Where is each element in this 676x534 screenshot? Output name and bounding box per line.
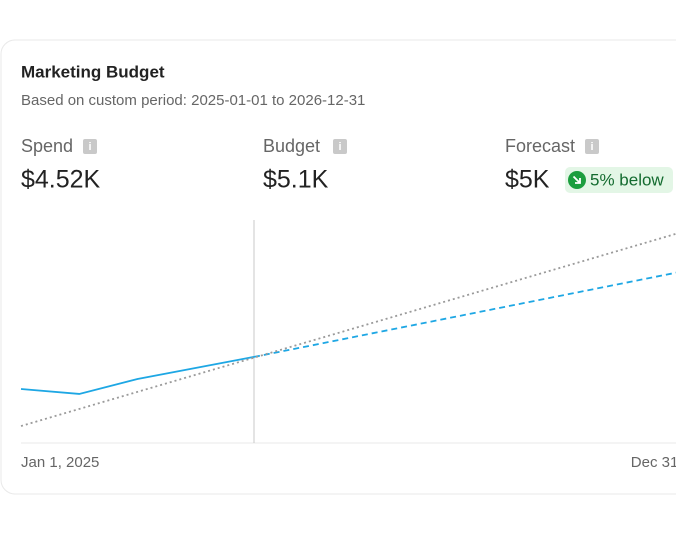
metric-label: Forecast [505, 136, 575, 156]
card-content: Marketing Budget Based on custom period:… [20, 62, 676, 471]
svg-text:i: i [338, 141, 341, 153]
line-series [253, 263, 676, 358]
card [0, 39, 676, 495]
metric-value: $5K [505, 166, 550, 194]
x-tick-label: Jan 1, 2025 [21, 454, 99, 471]
line-series [20, 220, 676, 427]
svg-text:i: i [88, 141, 91, 153]
metric-label: Budget [263, 136, 320, 156]
badge-arrow [572, 175, 581, 184]
badge-text: 5% below [590, 170, 664, 189]
metric-label: Spend [21, 136, 73, 156]
card-subtitle: Based on custom period: 2025-01-01 to 20… [21, 92, 365, 109]
info-icon[interactable]: i [333, 139, 347, 154]
card-title: Marketing Budget [21, 62, 165, 81]
line-series [20, 356, 255, 395]
info-icon[interactable]: i [83, 139, 97, 154]
info-icon[interactable]: i [585, 139, 599, 154]
metric-value: $4.52K [21, 166, 101, 194]
metric-value: $5.1K [263, 166, 329, 194]
svg-text:i: i [590, 141, 593, 153]
badge [565, 167, 673, 193]
x-tick-label: Dec 31, 2026 [631, 454, 676, 471]
